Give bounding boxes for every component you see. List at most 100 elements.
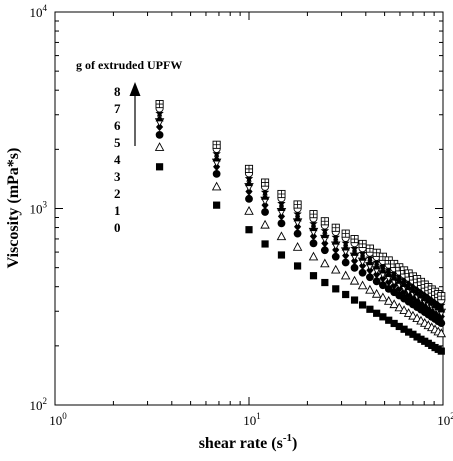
data-point-series-5 (378, 266, 387, 274)
data-point-series-1 (340, 270, 351, 280)
legend-label: 3 (114, 169, 121, 184)
data-point-series-6 (244, 174, 254, 183)
data-point-series-0 (417, 335, 425, 343)
data-point-series-0 (409, 330, 417, 338)
data-point-series-2 (366, 273, 374, 282)
data-point-series-2 (378, 281, 387, 290)
data-point-series-0 (395, 322, 403, 331)
legend-label: 2 (114, 186, 121, 201)
data-point-series-0 (405, 328, 413, 336)
x-tick-label: 102 (437, 411, 453, 428)
data-point-series-1 (320, 258, 330, 268)
data-point-series-8 (365, 244, 374, 253)
data-point-series-0 (309, 272, 318, 280)
data-point-series-1 (330, 264, 341, 274)
data-point-series-0 (332, 285, 340, 293)
data-point-series-6 (309, 219, 318, 228)
data-point-series-8 (309, 210, 318, 219)
legend-label: 1 (114, 203, 121, 218)
data-point-series-5 (155, 114, 164, 122)
data-point-series-5 (261, 192, 270, 200)
data-point-series-2 (372, 277, 381, 286)
x-axis-title: shear rate (s-1) (199, 432, 298, 452)
data-point-series-8 (261, 178, 270, 187)
y-tick-label: 104 (30, 3, 48, 20)
data-point-series-6 (372, 257, 381, 266)
legend-label: 6 (114, 118, 121, 133)
x-tick-label: 101 (243, 411, 261, 428)
data-point-series-8 (212, 140, 221, 149)
data-point-series-5 (395, 276, 404, 284)
data-point-series-6 (212, 149, 221, 158)
data-point-series-1 (436, 328, 447, 338)
legend-label: 7 (114, 101, 121, 116)
data-point-series-8 (293, 200, 302, 209)
data-point-series-0 (342, 290, 350, 299)
data-point-series-2 (331, 252, 340, 261)
data-point-series-2 (437, 319, 446, 328)
data-point-series-0 (293, 262, 302, 270)
data-point-series-2 (293, 229, 302, 238)
data-point-series-5 (245, 178, 253, 187)
data-point-series-1 (357, 280, 368, 290)
data-point-series-2 (277, 219, 286, 228)
data-point-series-1 (399, 305, 409, 315)
data-point-series-8 (437, 292, 446, 301)
data-point-series-6 (389, 268, 399, 277)
data-point-series-1 (276, 231, 287, 241)
data-point-series-8 (320, 217, 329, 226)
data-point-series-6 (395, 272, 404, 281)
data-point-series-6 (437, 300, 446, 309)
data-point-series-0 (366, 305, 374, 313)
data-point-series-8 (244, 164, 254, 173)
data-point-series-1 (394, 302, 405, 312)
data-point-series-6 (358, 248, 367, 257)
data-point-series-6 (384, 265, 393, 274)
y-tick-label: 102 (30, 396, 48, 413)
data-point-series-5 (212, 154, 221, 162)
axis-ticks (54, 12, 443, 406)
data-point-series-5 (350, 248, 359, 256)
data-point-series-2 (261, 208, 269, 216)
data-point-series-1 (389, 299, 399, 309)
data-point-series-2 (155, 130, 164, 139)
data-point-series-2 (350, 263, 359, 272)
data-point-series-0 (261, 240, 269, 248)
legend-label: 4 (114, 152, 121, 167)
data-point-series-6 (341, 238, 350, 247)
data-point-series-2 (309, 239, 318, 248)
data-point-series-6 (277, 199, 286, 208)
data-point-series-1 (365, 284, 375, 294)
data-point-series-5 (331, 237, 340, 245)
data-point-series-6 (365, 253, 375, 262)
data-point-series-0 (350, 296, 359, 304)
data-point-series-0 (277, 251, 286, 259)
data-point-series-6 (378, 261, 388, 270)
data-point-series-2 (358, 268, 367, 277)
data-point-series-1 (371, 288, 382, 298)
data-point-series-2 (341, 258, 350, 267)
data-point-series-8 (277, 189, 286, 199)
data-point-series-0 (400, 325, 408, 333)
y-axis-title: Viscosity (mPa*s) (5, 148, 22, 269)
data-point-series-0 (413, 333, 421, 341)
data-point-series-5 (390, 273, 399, 281)
data-point-series-8 (358, 239, 367, 249)
data-point-series-8 (341, 229, 350, 238)
data-point-series-0 (385, 316, 393, 324)
data-point-series-6 (320, 226, 330, 235)
data-point-series-8 (350, 235, 359, 244)
data-point-series-5 (293, 213, 302, 222)
data-point-series-8 (331, 223, 340, 232)
data-point-series-1 (378, 292, 388, 302)
data-point-series-0 (373, 309, 381, 317)
data-point-series-5 (358, 253, 367, 261)
data-point-series-1 (383, 295, 394, 305)
data-point-series-1 (403, 308, 414, 317)
legend-labels: 8 7 6 5 4 3 2 1 0 (114, 84, 121, 235)
data-point-series-5 (384, 269, 393, 278)
legend-label: 5 (114, 135, 121, 150)
data-point-series-5 (309, 223, 318, 232)
legend-arrow (129, 82, 141, 146)
